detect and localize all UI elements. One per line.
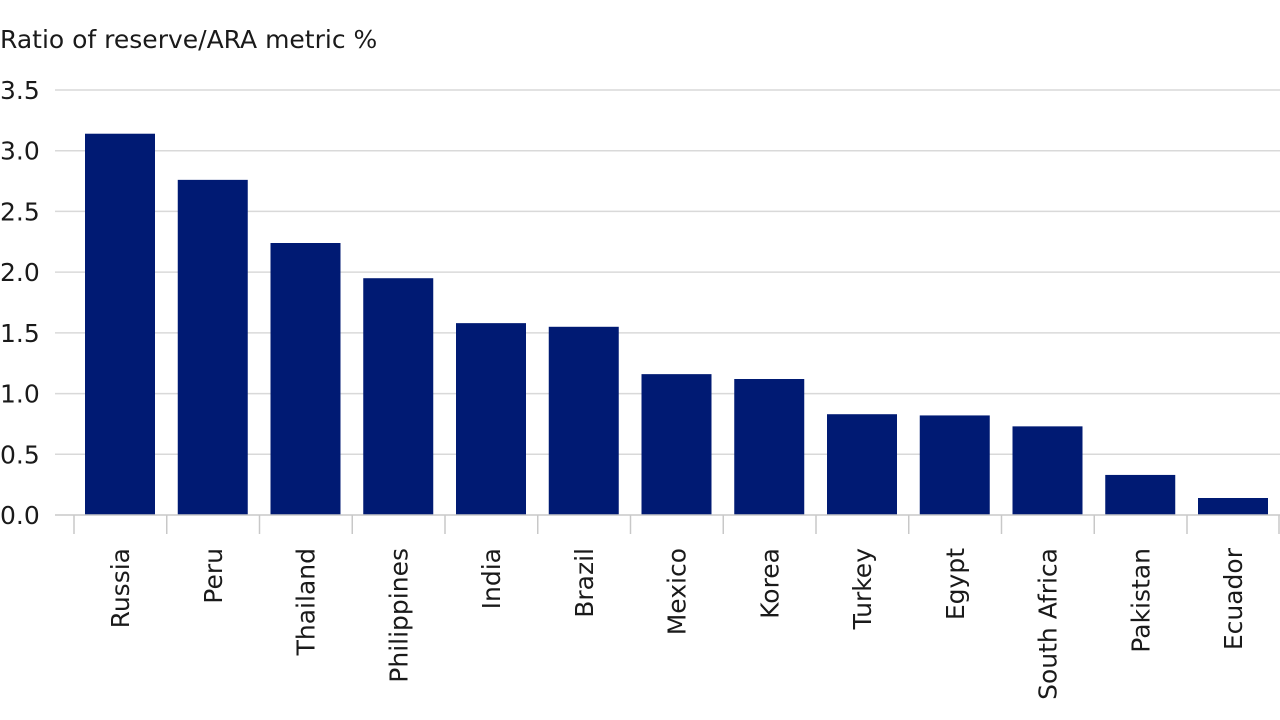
- bar: [827, 414, 897, 515]
- x-category-label: Russia: [106, 548, 135, 628]
- x-category-label: Ecuador: [1219, 547, 1248, 650]
- bar: [919, 415, 990, 515]
- y-tick-label: 1.0: [0, 380, 40, 409]
- bar: [1012, 426, 1083, 515]
- bar: [456, 323, 526, 515]
- x-axis-category-labels: Russia Peru Thailand Philippines India Brazil…: [106, 547, 1248, 700]
- y-tick-label: 2.0: [0, 258, 40, 287]
- bar: [548, 326, 619, 515]
- x-category-label: South Africa: [1034, 548, 1063, 700]
- bar: [85, 133, 155, 515]
- x-category-label: Thailand: [292, 548, 321, 656]
- y-axis-tick-labels: 0.0 0.5 1.0 1.5 2.0 2.5 3.0 3.5: [0, 76, 40, 530]
- x-category-label: Mexico: [663, 548, 692, 635]
- bar: [1198, 498, 1268, 515]
- x-category-label: Brazil: [570, 548, 599, 618]
- bar: [641, 374, 712, 515]
- x-category-label: India: [477, 548, 506, 609]
- y-tick-label: 0.0: [0, 501, 40, 530]
- y-tick-label: 2.5: [0, 197, 40, 226]
- x-category-label: Korea: [755, 548, 784, 619]
- x-category-label: Peru: [199, 548, 228, 604]
- gridlines: [55, 89, 1280, 456]
- bar: [270, 243, 341, 515]
- bar: [363, 278, 434, 515]
- y-tick-label: 0.5: [0, 440, 40, 469]
- bars: [85, 133, 1268, 515]
- x-category-label: Turkey: [848, 548, 877, 631]
- x-category-label: Pakistan: [1126, 548, 1155, 653]
- y-axis-title: Ratio of reserve/ARA metric %: [0, 25, 377, 54]
- x-category-label: Philippines: [384, 548, 413, 683]
- bar: [734, 379, 805, 515]
- y-tick-label: 3.0: [0, 137, 40, 166]
- bar: [177, 179, 248, 515]
- x-category-label: Egypt: [941, 548, 970, 620]
- x-axis: [55, 514, 1280, 534]
- bar: [1105, 474, 1176, 515]
- y-tick-label: 3.5: [0, 76, 40, 105]
- y-tick-label: 1.5: [0, 319, 40, 348]
